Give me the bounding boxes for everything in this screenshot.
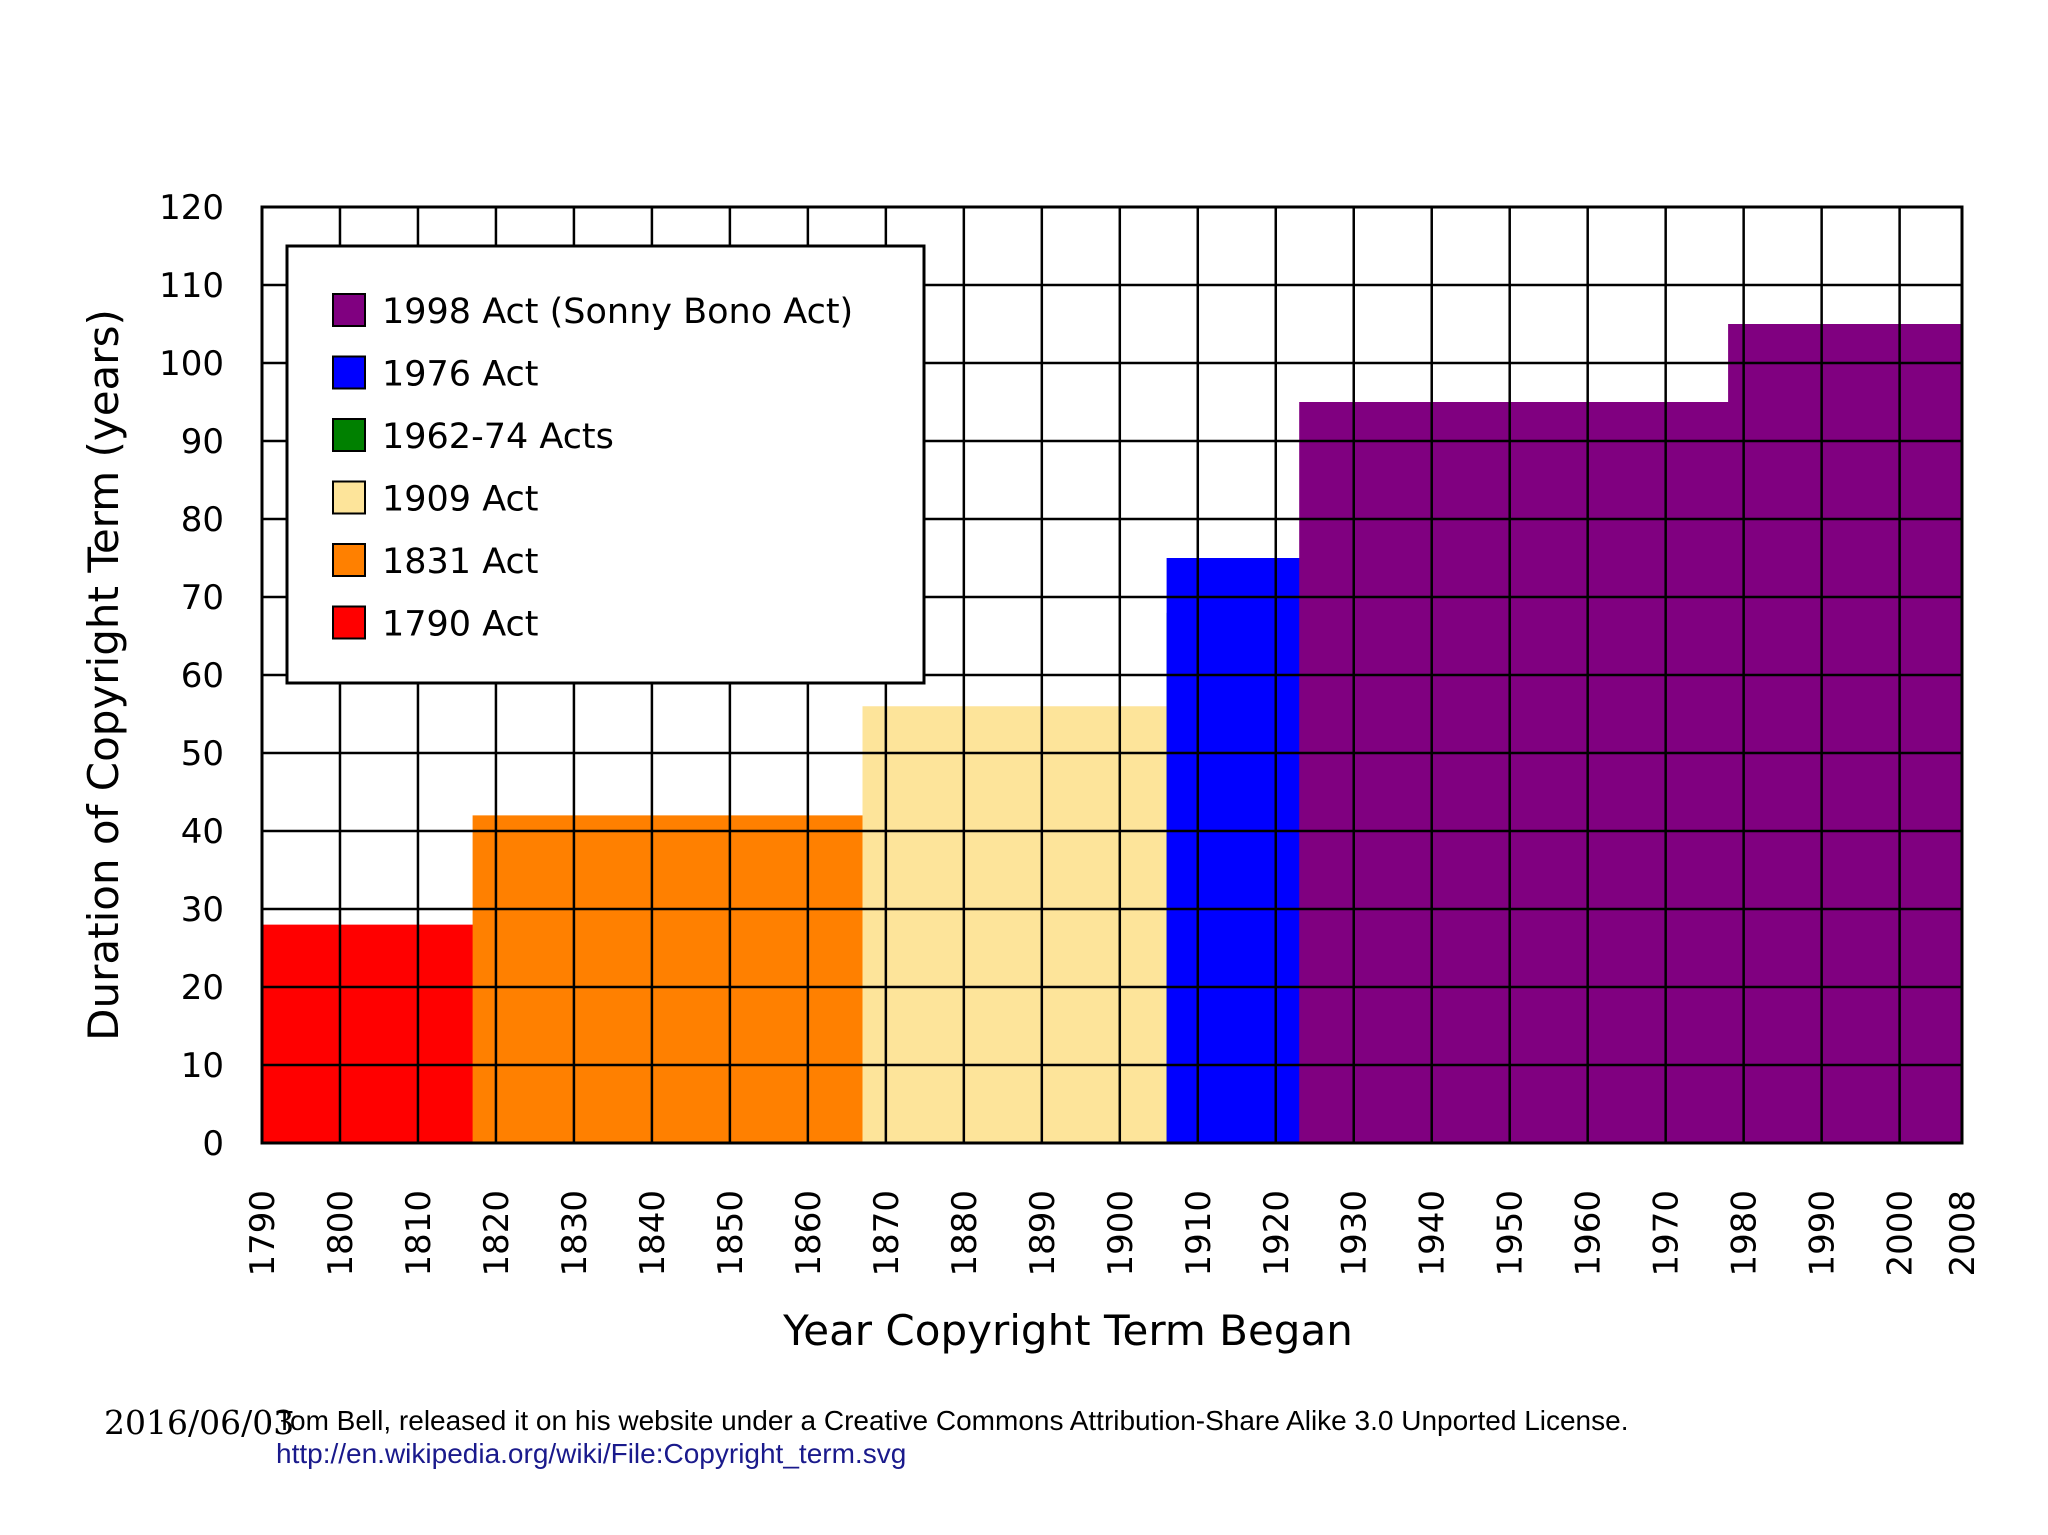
- x-tick-label: 1860: [789, 1190, 829, 1277]
- y-tick-label: 10: [181, 1046, 224, 1086]
- y-tick-label: 0: [202, 1124, 224, 1164]
- x-tick-label: 1980: [1725, 1190, 1765, 1277]
- x-tick-label: 1890: [1023, 1190, 1063, 1277]
- x-tick-label: 1920: [1257, 1190, 1297, 1277]
- y-tick-label: 80: [181, 500, 224, 540]
- x-tick-label: 1970: [1647, 1190, 1687, 1277]
- y-tick-label: 20: [181, 968, 224, 1008]
- x-tick-label: 1800: [321, 1190, 361, 1277]
- legend-swatch: [332, 480, 366, 515]
- x-tick-label: 1940: [1413, 1190, 1453, 1277]
- x-tick-label: 1840: [633, 1190, 673, 1277]
- x-tick-label: 1850: [711, 1190, 751, 1277]
- x-tick-label: 1960: [1569, 1190, 1609, 1277]
- y-tick-label: 70: [181, 578, 224, 618]
- legend: 1998 Act (Sonny Bono Act) 1976 Act 1962-74…: [285, 244, 926, 685]
- plot-frame: [260, 205, 1964, 1145]
- footer-credit: Tom Bell, released it on his website und…: [276, 1405, 1629, 1436]
- legend-label: 1909 Act: [382, 480, 539, 520]
- x-tick-label: 1790: [243, 1190, 283, 1277]
- legend-swatch: [332, 355, 366, 390]
- legend-label: 1976 Act: [382, 355, 539, 395]
- y-tick-label: 110: [159, 266, 224, 306]
- x-tick-label: 2000: [1881, 1190, 1921, 1277]
- x-tick-label: 1820: [477, 1190, 517, 1277]
- legend-box: [285, 244, 926, 685]
- x-tick-label: 1880: [945, 1190, 985, 1277]
- area-1998-act-sonny-bono-act: [1299, 324, 1962, 1143]
- y-tick-label: 50: [181, 734, 224, 774]
- y-tick-label: 60: [181, 656, 224, 696]
- y-tick-label: 90: [181, 422, 224, 462]
- x-tick-label: 1930: [1335, 1190, 1375, 1277]
- y-tick-label: 40: [181, 812, 224, 852]
- x-tick-label: 1870: [867, 1190, 907, 1277]
- footer-source-link[interactable]: http://en.wikipedia.org/wiki/File:Copyri…: [276, 1438, 907, 1469]
- x-tick-label: 1900: [1101, 1190, 1141, 1277]
- legend-label: 1831 Act: [382, 542, 539, 582]
- legend-swatch: [332, 543, 366, 577]
- legend-swatch: [332, 293, 366, 327]
- x-tick-label: 1910: [1179, 1190, 1219, 1277]
- y-tick-label: 100: [159, 344, 224, 384]
- footer-date: 2016/06/03: [104, 1403, 295, 1442]
- legend-label: 1790 Act: [382, 605, 539, 645]
- legend-swatch: [332, 418, 366, 452]
- x-tick-label: 1990: [1803, 1190, 1843, 1277]
- y-axis-title: Duration of Copyright Term (years): [79, 309, 128, 1041]
- legend-label: 1998 Act (Sonny Bono Act): [382, 292, 853, 332]
- x-tick-label: 1830: [555, 1190, 595, 1277]
- legend-label: 1962-74 Acts: [382, 417, 614, 457]
- legend-swatch: [332, 605, 366, 640]
- y-tick-label: 30: [181, 890, 224, 930]
- x-tick-label: 1950: [1491, 1190, 1531, 1277]
- x-tick-label: 1810: [399, 1190, 439, 1277]
- x-axis-title: Year Copyright Term Began: [782, 1306, 1353, 1355]
- chart-tick-labels: 0 10 20 30 40 50 60 70 80 90 100 110 120 1790 1800 1810…: [159, 188, 1983, 1277]
- x-tick-label: 2008: [1943, 1190, 1983, 1277]
- y-tick-label: 120: [159, 188, 224, 228]
